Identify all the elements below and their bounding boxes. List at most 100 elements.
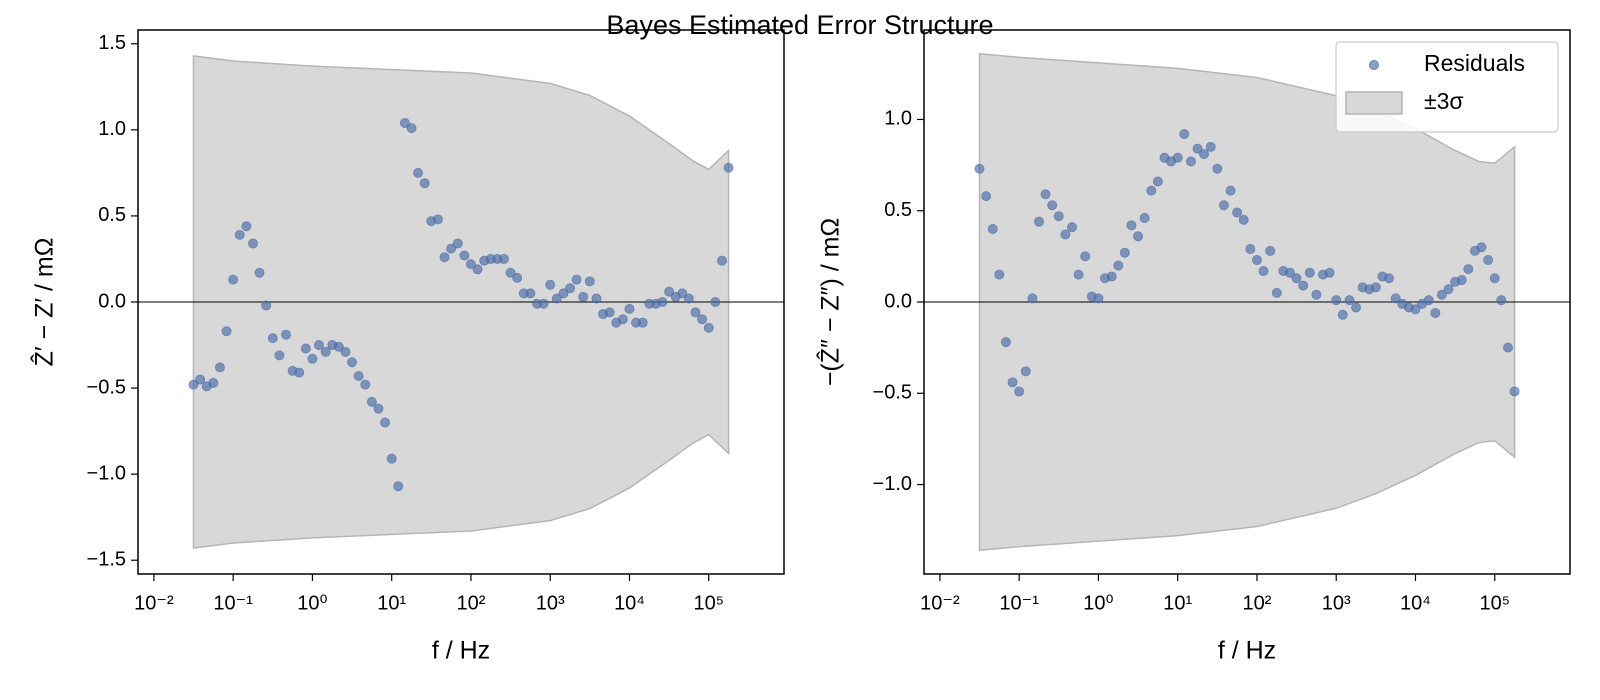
residual-point bbox=[1456, 275, 1467, 286]
residual-point bbox=[366, 396, 377, 407]
y-tick-label: 0.0 bbox=[98, 290, 126, 312]
residual-point bbox=[1047, 200, 1058, 211]
residual-point bbox=[380, 417, 391, 428]
residual-point bbox=[208, 377, 219, 388]
residual-point bbox=[1390, 293, 1401, 304]
residual-point bbox=[505, 267, 516, 278]
residual-point bbox=[571, 274, 582, 285]
residual-point bbox=[195, 374, 206, 385]
residual-point bbox=[1185, 156, 1196, 167]
y-axis-label: Ẑ′ − Z′ / mΩ bbox=[30, 238, 59, 367]
residual-point bbox=[1020, 366, 1031, 377]
residual-point bbox=[419, 178, 430, 189]
y-tick-label: 1.5 bbox=[98, 32, 126, 54]
residual-point bbox=[604, 307, 615, 318]
x-tick-label: 10² bbox=[1243, 592, 1272, 614]
x-tick-label: 10¹ bbox=[1163, 592, 1192, 614]
residual-point bbox=[307, 353, 318, 364]
residual-point bbox=[1271, 287, 1282, 298]
x-tick-label: 10¹ bbox=[377, 592, 406, 614]
residual-point bbox=[406, 123, 417, 134]
x-tick-label: 10³ bbox=[536, 592, 565, 614]
residual-point bbox=[1212, 163, 1223, 174]
residual-point bbox=[525, 288, 536, 299]
residual-point bbox=[1205, 141, 1216, 152]
residual-point bbox=[617, 314, 628, 325]
residual-point bbox=[393, 481, 404, 492]
residual-point bbox=[1384, 273, 1395, 284]
residual-point bbox=[551, 293, 562, 304]
residual-point bbox=[1265, 245, 1276, 256]
y-tick-label: −1.0 bbox=[873, 473, 912, 495]
plots: 10⁻² 10⁻¹ 10⁰ 10¹ 10² 10³ 10⁴ 10⁵ −1.5 −1.0 −0.5 0.… bbox=[30, 29, 1571, 665]
residual-point bbox=[697, 314, 708, 325]
residual-point bbox=[1066, 222, 1077, 233]
residual-point bbox=[1007, 377, 1018, 388]
x-axis-label: f / Hz bbox=[1218, 637, 1276, 665]
residual-point bbox=[591, 293, 602, 304]
residual-point bbox=[1053, 211, 1064, 222]
residual-point bbox=[657, 296, 668, 307]
residual-point bbox=[974, 163, 985, 174]
residual-point bbox=[1146, 185, 1157, 196]
residual-point bbox=[465, 259, 476, 270]
y-tick-label: −0.5 bbox=[87, 376, 126, 398]
residual-point bbox=[1337, 309, 1348, 320]
residual-point bbox=[987, 223, 998, 234]
residual-point bbox=[1291, 273, 1302, 284]
residual-point bbox=[228, 274, 239, 285]
x-tick-label: 10⁴ bbox=[1400, 592, 1431, 614]
residual-point bbox=[1225, 185, 1236, 196]
legend-label: ±3σ bbox=[1424, 88, 1464, 114]
residual-point bbox=[313, 340, 324, 351]
residual-point bbox=[1238, 214, 1249, 225]
residual-point bbox=[432, 214, 443, 225]
x-tick-label: 10⁰ bbox=[297, 592, 327, 614]
residual-point bbox=[386, 453, 397, 464]
residual-point bbox=[267, 333, 278, 344]
residual-point bbox=[1410, 304, 1421, 315]
residual-point bbox=[439, 252, 450, 263]
residual-point bbox=[399, 117, 410, 128]
residual-point bbox=[1093, 293, 1104, 304]
residual-point bbox=[1509, 386, 1520, 397]
legend: Residuals ±3σ bbox=[1335, 41, 1559, 133]
residual-point bbox=[1331, 295, 1342, 306]
y-tick-label: −0.5 bbox=[873, 382, 912, 404]
residual-point bbox=[498, 253, 509, 264]
y-tick-label: 0.0 bbox=[884, 290, 912, 312]
residual-point bbox=[1423, 295, 1434, 306]
x-tick-label: 10⁻² bbox=[134, 592, 174, 614]
x-tick-label: 10⁴ bbox=[614, 592, 645, 614]
residual-point bbox=[446, 243, 457, 254]
residual-point bbox=[1126, 220, 1137, 231]
residual-point bbox=[584, 276, 595, 287]
residual-point bbox=[664, 286, 675, 297]
residual-point bbox=[1476, 242, 1487, 253]
residual-point bbox=[624, 303, 635, 314]
x-tick-label: 10⁵ bbox=[693, 592, 724, 614]
residual-point bbox=[320, 346, 331, 357]
residual-point bbox=[248, 238, 259, 249]
legend-marker bbox=[1368, 59, 1380, 71]
residual-point bbox=[1080, 251, 1091, 262]
x-axis-label: f / Hz bbox=[432, 637, 490, 665]
residual-point bbox=[677, 288, 688, 299]
residual-point bbox=[1000, 337, 1011, 348]
residual-point bbox=[512, 272, 523, 283]
residual-point bbox=[1113, 260, 1124, 271]
y-tick-label: 0.5 bbox=[98, 204, 126, 226]
residual-point bbox=[214, 362, 225, 373]
residual-point bbox=[1483, 255, 1494, 266]
residual-point bbox=[1152, 176, 1163, 187]
residual-point bbox=[459, 250, 470, 261]
residual-point bbox=[1370, 282, 1381, 293]
residual-point bbox=[1119, 247, 1130, 258]
residual-point bbox=[1503, 342, 1514, 353]
residual-point bbox=[1040, 189, 1051, 200]
x-tick-label: 10⁵ bbox=[1479, 592, 1510, 614]
residual-point bbox=[1258, 265, 1269, 276]
residual-point bbox=[1344, 295, 1355, 306]
residual-point bbox=[710, 296, 721, 307]
